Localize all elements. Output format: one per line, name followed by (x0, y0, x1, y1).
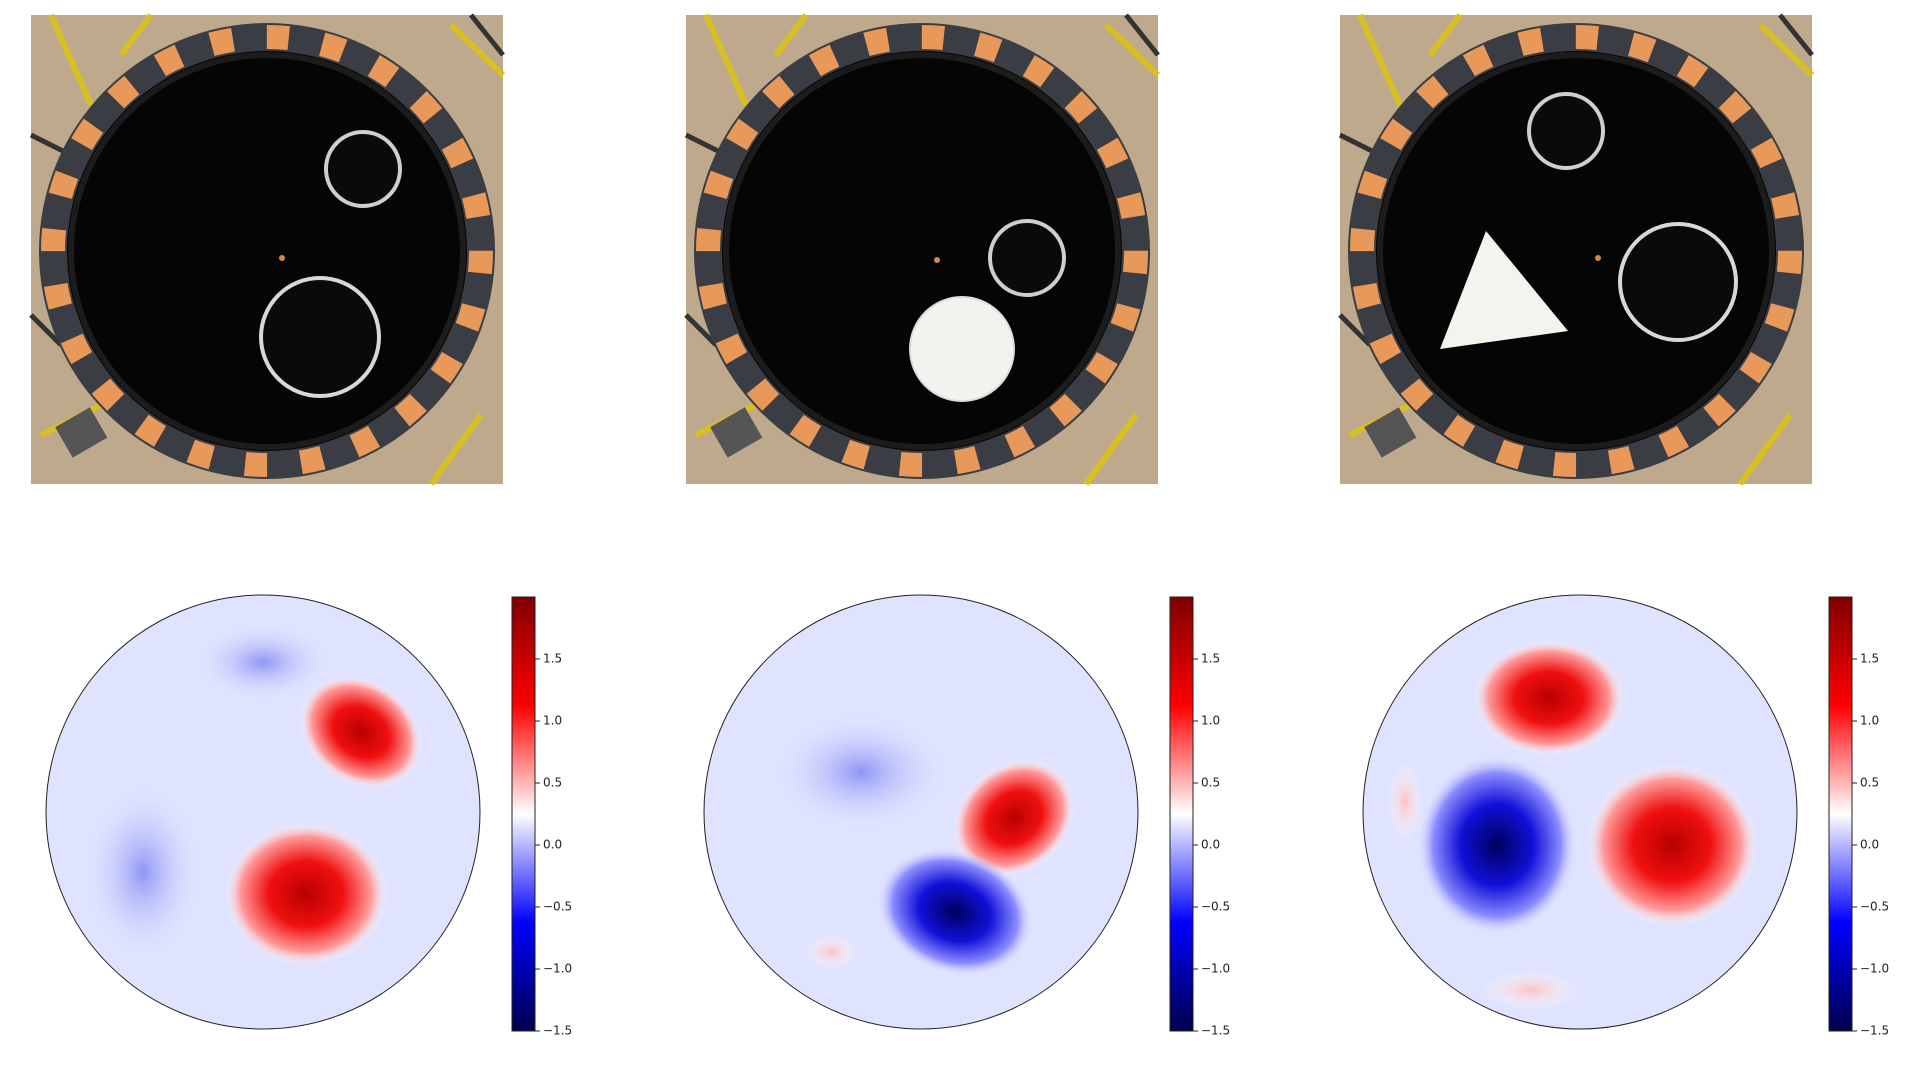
colorbar (1828, 596, 1853, 1032)
colorbar-tick-label: 0.0 (1860, 838, 1879, 852)
heatmap (703, 594, 1139, 1030)
colorbar-tick-label: −1.5 (1860, 1024, 1889, 1038)
colorbar-tick-label: −1.0 (1860, 962, 1889, 976)
heatmap (45, 594, 481, 1030)
colorbar-tick-label: −0.5 (1201, 900, 1230, 914)
photo (1340, 15, 1812, 484)
photo (31, 15, 503, 484)
colorbar-tick-label: 1.5 (1201, 652, 1220, 666)
colorbar-tick-label: 0.5 (543, 776, 562, 790)
colorbar-tick-label: 1.5 (1860, 652, 1879, 666)
photo (686, 15, 1158, 484)
colorbar-tick-label: 1.0 (1201, 714, 1220, 728)
colorbar (511, 596, 536, 1032)
colorbar-tick-label: 0.5 (1860, 776, 1879, 790)
colorbar-tick-label: −1.0 (1201, 962, 1230, 976)
colorbar-tick-label: −0.5 (543, 900, 572, 914)
colorbar-tick-label: 0.0 (543, 838, 562, 852)
colorbar-tick-label: 1.0 (543, 714, 562, 728)
colorbar-tick-label: 0.5 (1201, 776, 1220, 790)
colorbar (1169, 596, 1194, 1032)
colorbar-tick-label: 0.0 (1201, 838, 1220, 852)
colorbar-tick-label: 1.0 (1860, 714, 1879, 728)
colorbar-tick-label: 1.5 (543, 652, 562, 666)
colorbar-tick-label: −1.0 (543, 962, 572, 976)
colorbar-tick-label: −1.5 (1201, 1024, 1230, 1038)
heatmap (1362, 594, 1798, 1030)
colorbar-tick-label: −0.5 (1860, 900, 1889, 914)
colorbar-tick-label: −1.5 (543, 1024, 572, 1038)
